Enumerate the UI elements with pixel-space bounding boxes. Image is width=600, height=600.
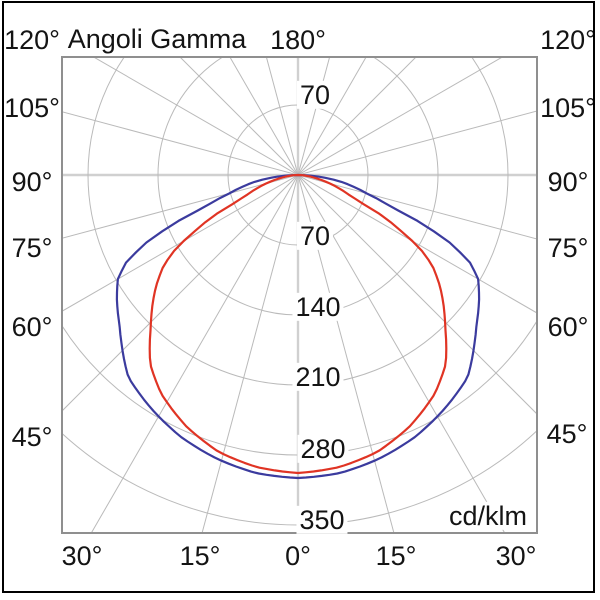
gamma-label-right-105: 105°	[540, 92, 596, 123]
gamma-label-top-180: 180°	[270, 24, 326, 55]
radial-value-label-350: 350	[296, 505, 348, 534]
gamma-label-right-75: 75°	[547, 232, 589, 263]
gamma-label-top-right-120: 120°	[540, 24, 596, 55]
gamma-label-bottom-right-15: 15°	[375, 540, 417, 571]
gamma-label-left-60: 60°	[11, 311, 53, 342]
page-title: Angoli Gamma	[67, 23, 247, 54]
gamma-label-right-45: 45°	[546, 418, 588, 449]
gamma-label-bottom-left-30: 30°	[61, 540, 103, 571]
gamma-label-bottom-right-30: 30°	[495, 540, 537, 571]
gamma-label-bottom-0: 0°	[285, 540, 311, 571]
radial-value-label-280: 280	[297, 434, 349, 463]
intensity-curve-red	[148, 173, 448, 475]
unit-label: cd/klm	[445, 501, 531, 530]
gamma-label-left-75: 75°	[11, 232, 53, 263]
radial-value-label-210: 210	[292, 362, 344, 391]
gamma-label-bottom-left-15: 15°	[179, 540, 221, 571]
gamma-label-right-90: 90°	[547, 166, 589, 197]
radial-value-label-140: 140	[292, 292, 344, 321]
radial-value-label-70-top: 70	[296, 80, 334, 109]
gamma-label-top-left-120: 120°	[4, 24, 60, 55]
gamma-label-left-105: 105°	[4, 92, 60, 123]
intensity-curve-blue	[115, 173, 481, 480]
radial-value-label-70: 70	[296, 221, 334, 250]
gamma-label-left-45: 45°	[11, 421, 53, 452]
gamma-label-left-90: 90°	[11, 166, 53, 197]
gamma-label-right-60: 60°	[547, 311, 589, 342]
